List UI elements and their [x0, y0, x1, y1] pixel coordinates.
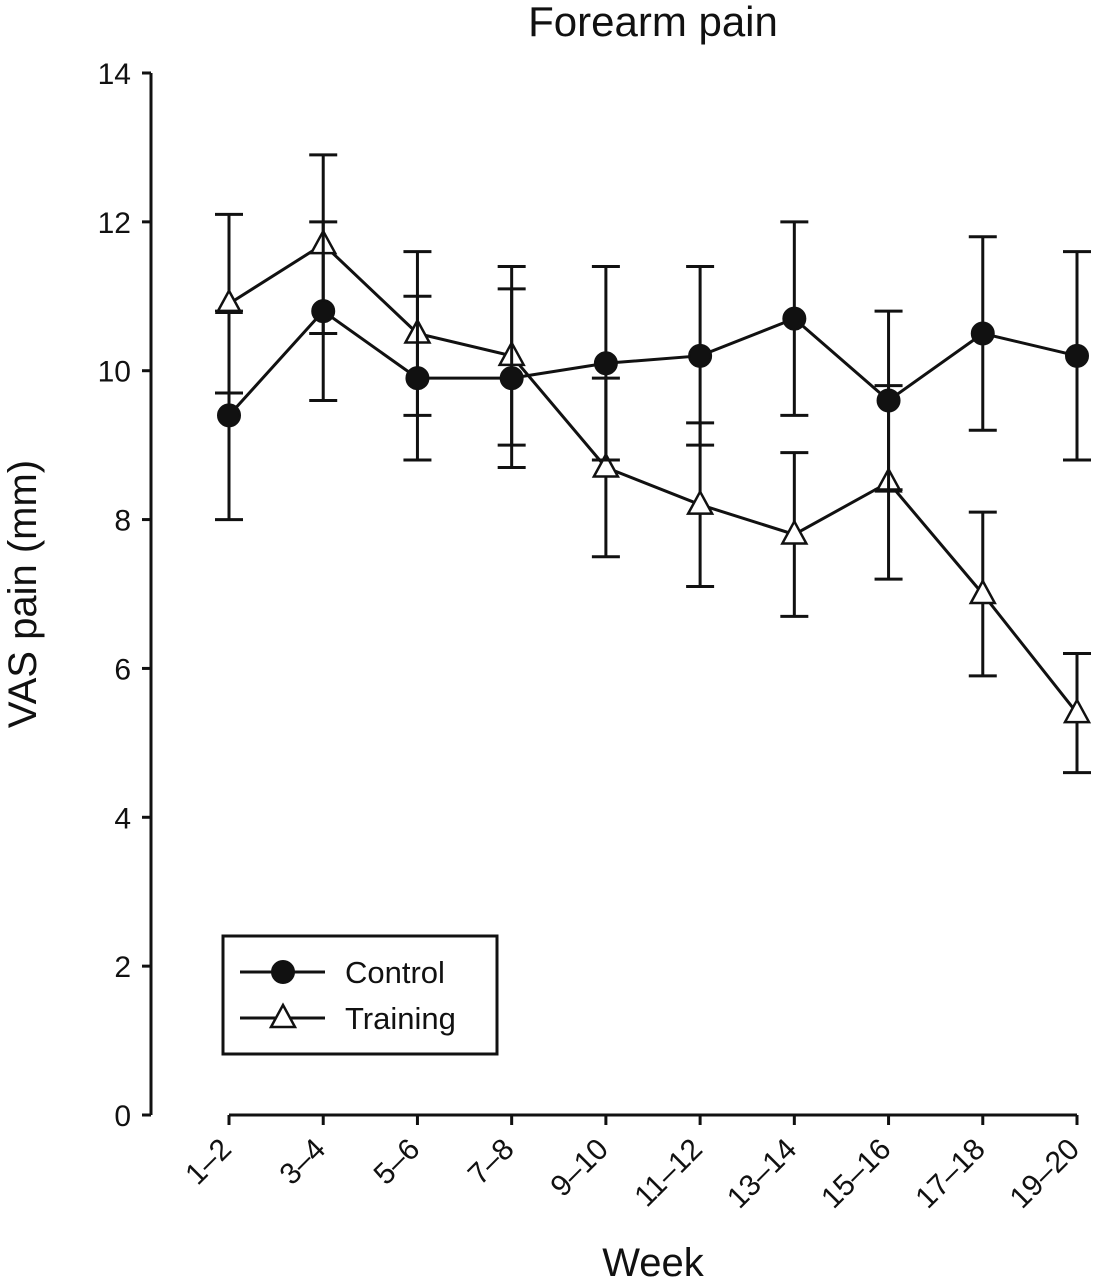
data-point	[499, 366, 524, 391]
x-tick-label: 19–20	[1004, 1133, 1086, 1215]
data-point	[591, 451, 620, 478]
y-axis-title: VAS pain (mm)	[1, 460, 45, 728]
legend-marker-control	[271, 960, 295, 984]
chart-title: Forearm pain	[528, 0, 778, 45]
series-control	[215, 220, 1091, 522]
data-point	[1065, 343, 1089, 368]
x-axis-title: Week	[602, 1241, 705, 1280]
data-point	[782, 306, 807, 331]
data-point	[968, 578, 997, 605]
y-axis-ticks: 0 2 4 6 8 10 12 14	[98, 58, 151, 1133]
y-tick-label: 10	[98, 356, 131, 389]
y-tick-label: 6	[114, 653, 131, 686]
series-line	[228, 242, 1079, 715]
data-point	[1062, 697, 1092, 724]
series-layer	[214, 153, 1092, 775]
data-point	[876, 388, 901, 413]
data-point	[217, 403, 241, 428]
y-tick-label: 2	[114, 951, 131, 984]
y-tick-label: 8	[114, 505, 131, 538]
x-tick-label: 1–2	[179, 1133, 238, 1192]
series-training	[214, 153, 1092, 775]
y-tick-label: 14	[98, 58, 131, 91]
series-line	[227, 309, 1078, 417]
x-tick-label: 7–8	[462, 1133, 521, 1192]
data-point	[405, 366, 430, 391]
x-tick-label: 11–12	[628, 1133, 709, 1214]
x-tick-label: 9–10	[544, 1133, 615, 1204]
legend-label-control: Control	[345, 955, 445, 990]
y-tick-label: 0	[114, 1100, 131, 1133]
data-point	[593, 351, 618, 376]
x-tick-label: 3–4	[273, 1133, 332, 1192]
data-point	[311, 299, 336, 324]
data-point	[688, 343, 713, 368]
x-tick-label: 17–18	[909, 1133, 991, 1215]
data-point	[970, 321, 995, 346]
x-tick-label: 5–6	[368, 1133, 427, 1192]
data-point	[214, 288, 244, 314]
y-tick-label: 12	[98, 207, 131, 240]
data-point	[780, 518, 809, 545]
data-point	[686, 489, 715, 515]
legend: Control Training	[221, 934, 499, 1056]
x-tick-label: 13–14	[721, 1133, 803, 1215]
x-axis-ticks: 1–2 3–4 5–6 7–8 9–10 11–12 13–14 15–16 17–18 19–2…	[179, 1115, 1086, 1215]
legend-marker-training	[268, 1002, 298, 1029]
legend-label-training: Training	[345, 1001, 456, 1036]
y-tick-label: 4	[114, 802, 131, 835]
legend-box	[221, 934, 499, 1056]
x-tick-label: 15–16	[815, 1133, 897, 1215]
